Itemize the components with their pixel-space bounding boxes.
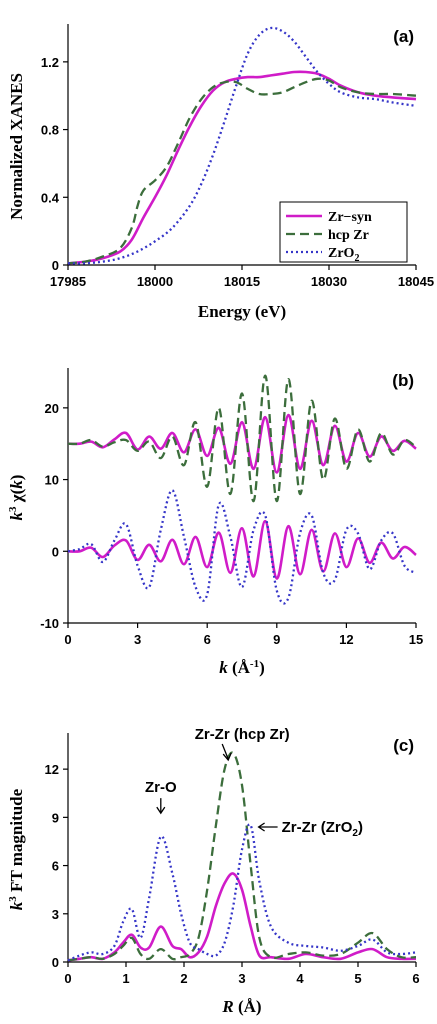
annotation-label: Zr-Zr (ZrO2) — [282, 819, 363, 839]
y-tick-label: 0.8 — [41, 123, 59, 138]
y-tick-label: 0.4 — [41, 190, 60, 205]
x-axis-label: Energy (eV) — [198, 302, 286, 321]
y-axis-label: k3 FT magnitude — [7, 788, 26, 910]
x-tick-label: 3 — [238, 971, 245, 986]
panel-a-xanes: 17985 18000 18015 18030 18045 0 0.4 0.8 1.2 (a) En… — [7, 24, 434, 321]
y-tick-label: 6 — [52, 859, 59, 874]
x-tick-label: 12 — [339, 632, 353, 647]
panel-label: (c) — [393, 736, 414, 755]
x-axis-label: R (Å) — [221, 997, 261, 1016]
y-tick-label: -10 — [40, 616, 59, 631]
x-tick-label: 17985 — [50, 274, 86, 289]
x-tick-label: 6 — [412, 971, 419, 986]
y-tick-label: 3 — [52, 907, 59, 922]
panel-b-exafs: 0 3 6 9 12 15 -10 0 10 20 (b) k (Å-1) k3 χ(k) — [7, 368, 423, 677]
x-tick-label: 2 — [180, 971, 187, 986]
y-tick-label: 0 — [52, 544, 59, 559]
y-tick-label: 12 — [45, 762, 59, 777]
legend-label: Zr−syn — [328, 210, 372, 225]
y-tick-label: 10 — [45, 473, 59, 488]
series-line — [67, 872, 417, 962]
x-tick-label: 18000 — [137, 274, 173, 289]
x-tick-label: 18030 — [311, 274, 347, 289]
x-tick-label: 0 — [64, 971, 71, 986]
legend-label: ZrO2 — [328, 246, 359, 264]
y-axis-label: k3 χ(k) — [7, 475, 26, 521]
x-tick-label: 5 — [354, 971, 361, 986]
annotation-arrow — [221, 743, 229, 760]
series-line — [67, 413, 417, 474]
x-tick-label: 18015 — [224, 274, 260, 289]
series-line — [67, 26, 417, 265]
series-line — [67, 751, 417, 962]
x-tick-label: 1 — [122, 971, 129, 986]
y-tick-label: 0 — [52, 258, 59, 273]
x-tick-label: 6 — [204, 632, 211, 647]
x-axis-label: k (Å-1) — [219, 658, 265, 677]
legend-label: hcp Zr — [328, 228, 369, 243]
annotation-label: Zr-O — [145, 779, 177, 796]
series-line — [67, 823, 417, 962]
series-line — [67, 70, 417, 265]
annotation-arrowhead — [222, 752, 232, 762]
series-line — [67, 489, 417, 605]
x-tick-label: 3 — [134, 632, 141, 647]
x-tick-label: 4 — [296, 971, 304, 986]
annotation-label: Zr-Zr (hcp Zr) — [195, 726, 290, 743]
x-tick-label: 18045 — [398, 274, 434, 289]
annotation-arrowhead — [257, 822, 265, 832]
panel-label: (a) — [393, 27, 414, 46]
y-tick-label: 9 — [52, 810, 59, 825]
series-line — [67, 519, 417, 580]
x-tick-label: 0 — [64, 632, 71, 647]
x-tick-label: 9 — [273, 632, 280, 647]
y-tick-label: 1.2 — [41, 55, 59, 70]
annotation-arrowhead — [156, 806, 166, 815]
y-tick-label: 20 — [45, 401, 59, 416]
series-line — [67, 374, 417, 503]
y-axis-label: Normalized XANES — [7, 73, 26, 220]
panel-label: (b) — [392, 371, 414, 390]
legend: Zr−syn hcp Zr ZrO2 — [279, 201, 408, 264]
series-line — [67, 77, 417, 265]
y-tick-label: 0 — [52, 955, 59, 970]
x-tick-label: 15 — [409, 632, 423, 647]
